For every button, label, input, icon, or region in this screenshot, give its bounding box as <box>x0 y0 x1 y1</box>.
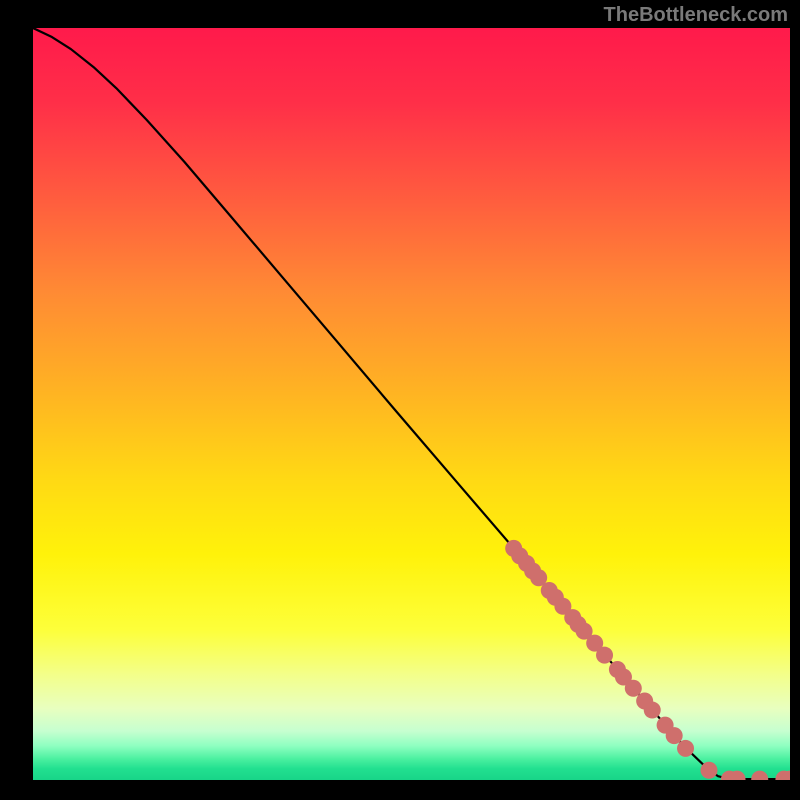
chart-svg-overlay <box>33 28 790 780</box>
scatter-point <box>644 702 661 719</box>
scatter-point <box>701 762 718 779</box>
scatter-point <box>677 740 694 757</box>
curve-line <box>33 28 790 779</box>
chart-plot-area <box>33 28 790 780</box>
scatter-point <box>751 771 768 780</box>
watermark-text: TheBottleneck.com <box>604 4 788 27</box>
scatter-point <box>596 647 613 664</box>
scatter-point <box>625 680 642 697</box>
scatter-point <box>666 727 683 744</box>
scatter-group <box>505 540 790 780</box>
